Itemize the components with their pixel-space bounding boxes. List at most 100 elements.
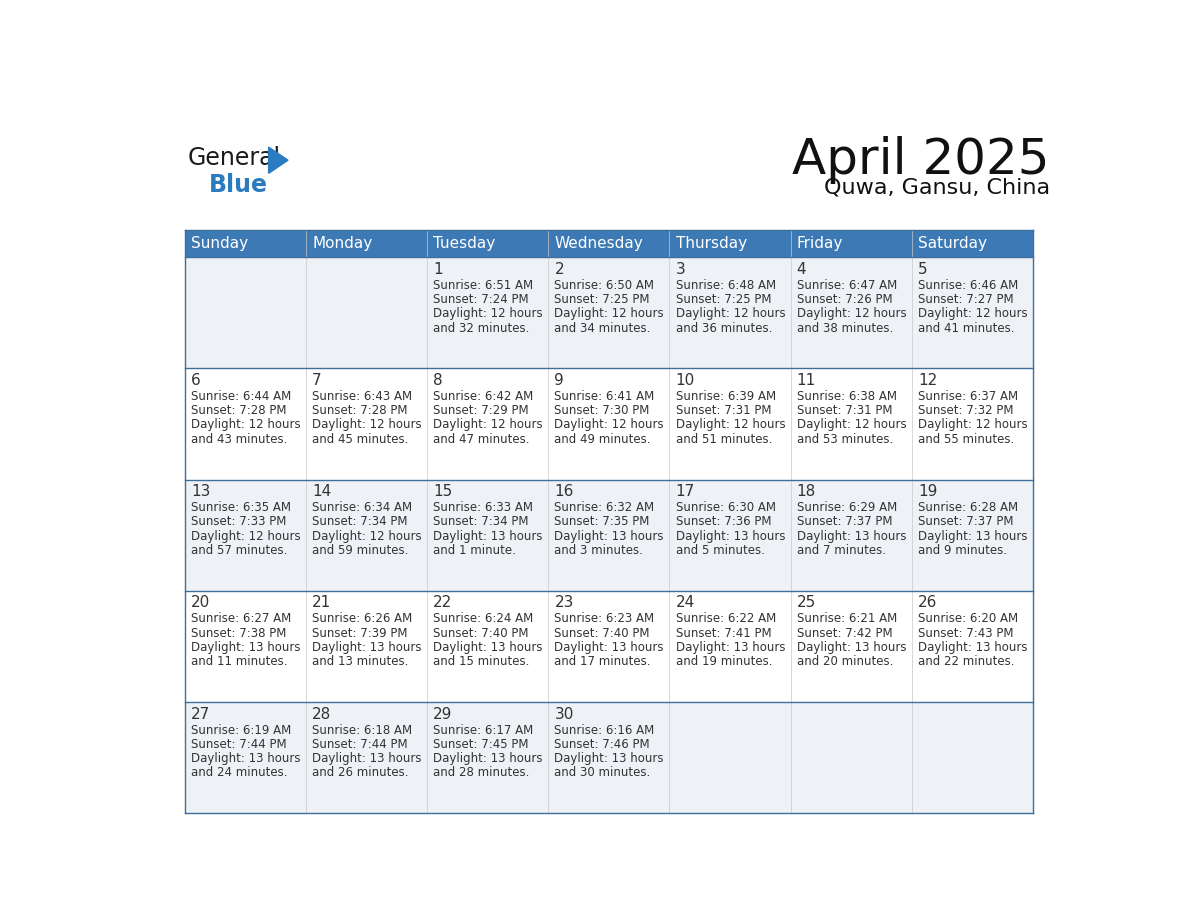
- Text: Sunday: Sunday: [191, 236, 248, 252]
- Text: Sunrise: 6:35 AM: Sunrise: 6:35 AM: [191, 501, 291, 514]
- Text: Sunrise: 6:47 AM: Sunrise: 6:47 AM: [797, 279, 897, 292]
- Text: Sunrise: 6:34 AM: Sunrise: 6:34 AM: [312, 501, 412, 514]
- Text: Sunrise: 6:51 AM: Sunrise: 6:51 AM: [434, 279, 533, 292]
- Text: and 28 minutes.: and 28 minutes.: [434, 767, 530, 779]
- Text: Daylight: 13 hours: Daylight: 13 hours: [434, 530, 543, 543]
- Text: 20: 20: [191, 596, 210, 610]
- Bar: [911, 230, 1032, 257]
- Text: Daylight: 12 hours: Daylight: 12 hours: [191, 419, 301, 431]
- Text: Sunset: 7:34 PM: Sunset: 7:34 PM: [434, 515, 529, 529]
- Bar: [669, 230, 790, 257]
- Text: Sunrise: 6:27 AM: Sunrise: 6:27 AM: [191, 612, 291, 625]
- Text: and 43 minutes.: and 43 minutes.: [191, 432, 287, 446]
- Text: and 51 minutes.: and 51 minutes.: [676, 432, 772, 446]
- Text: 14: 14: [312, 484, 331, 499]
- Text: and 26 minutes.: and 26 minutes.: [312, 767, 409, 779]
- Text: Sunset: 7:24 PM: Sunset: 7:24 PM: [434, 293, 529, 306]
- Text: Sunset: 7:39 PM: Sunset: 7:39 PM: [312, 627, 407, 640]
- Text: Sunset: 7:42 PM: Sunset: 7:42 PM: [797, 627, 892, 640]
- Text: and 38 minutes.: and 38 minutes.: [797, 321, 893, 334]
- Bar: [185, 257, 1032, 368]
- Text: 25: 25: [797, 596, 816, 610]
- Text: and 17 minutes.: and 17 minutes.: [555, 655, 651, 668]
- Bar: [185, 591, 1032, 702]
- Text: Daylight: 12 hours: Daylight: 12 hours: [555, 419, 664, 431]
- Text: and 22 minutes.: and 22 minutes.: [918, 655, 1015, 668]
- Text: 10: 10: [676, 373, 695, 388]
- Text: 8: 8: [434, 373, 443, 388]
- Text: Sunset: 7:45 PM: Sunset: 7:45 PM: [434, 738, 529, 751]
- Text: Daylight: 13 hours: Daylight: 13 hours: [191, 752, 301, 765]
- Text: 27: 27: [191, 707, 210, 722]
- Text: and 19 minutes.: and 19 minutes.: [676, 655, 772, 668]
- Text: and 9 minutes.: and 9 minutes.: [918, 543, 1007, 557]
- Text: Daylight: 12 hours: Daylight: 12 hours: [434, 419, 543, 431]
- Text: Sunset: 7:37 PM: Sunset: 7:37 PM: [918, 515, 1013, 529]
- Text: Sunset: 7:28 PM: Sunset: 7:28 PM: [312, 404, 407, 417]
- Text: Sunrise: 6:32 AM: Sunrise: 6:32 AM: [555, 501, 655, 514]
- Text: Sunrise: 6:20 AM: Sunrise: 6:20 AM: [918, 612, 1018, 625]
- Bar: [185, 479, 1032, 591]
- Text: and 53 minutes.: and 53 minutes.: [797, 432, 893, 446]
- Text: Daylight: 13 hours: Daylight: 13 hours: [434, 752, 543, 765]
- Text: and 5 minutes.: and 5 minutes.: [676, 543, 765, 557]
- Text: Sunset: 7:26 PM: Sunset: 7:26 PM: [797, 293, 892, 306]
- Text: Sunrise: 6:19 AM: Sunrise: 6:19 AM: [191, 723, 291, 736]
- Text: Tuesday: Tuesday: [434, 236, 495, 252]
- Text: Sunset: 7:44 PM: Sunset: 7:44 PM: [191, 738, 286, 751]
- Text: Daylight: 12 hours: Daylight: 12 hours: [555, 308, 664, 320]
- Text: Sunset: 7:40 PM: Sunset: 7:40 PM: [434, 627, 529, 640]
- Text: 19: 19: [918, 484, 937, 499]
- Text: and 32 minutes.: and 32 minutes.: [434, 321, 530, 334]
- Text: Sunset: 7:29 PM: Sunset: 7:29 PM: [434, 404, 529, 417]
- Text: 1: 1: [434, 262, 443, 277]
- Text: 7: 7: [312, 373, 322, 388]
- Text: Sunset: 7:35 PM: Sunset: 7:35 PM: [555, 515, 650, 529]
- Bar: [307, 230, 428, 257]
- Text: and 49 minutes.: and 49 minutes.: [555, 432, 651, 446]
- Text: 23: 23: [555, 596, 574, 610]
- Text: April 2025: April 2025: [792, 136, 1050, 184]
- Text: and 1 minute.: and 1 minute.: [434, 543, 517, 557]
- Text: Daylight: 13 hours: Daylight: 13 hours: [918, 641, 1028, 654]
- Text: Sunset: 7:41 PM: Sunset: 7:41 PM: [676, 627, 771, 640]
- Text: and 45 minutes.: and 45 minutes.: [312, 432, 409, 446]
- Text: 2: 2: [555, 262, 564, 277]
- Text: Daylight: 13 hours: Daylight: 13 hours: [312, 641, 422, 654]
- Text: 3: 3: [676, 262, 685, 277]
- Text: and 36 minutes.: and 36 minutes.: [676, 321, 772, 334]
- Text: Sunrise: 6:42 AM: Sunrise: 6:42 AM: [434, 390, 533, 403]
- Text: Sunset: 7:25 PM: Sunset: 7:25 PM: [555, 293, 650, 306]
- Text: Daylight: 13 hours: Daylight: 13 hours: [191, 641, 301, 654]
- Text: Sunrise: 6:44 AM: Sunrise: 6:44 AM: [191, 390, 291, 403]
- Text: Sunrise: 6:43 AM: Sunrise: 6:43 AM: [312, 390, 412, 403]
- Bar: [185, 230, 307, 257]
- Text: Daylight: 12 hours: Daylight: 12 hours: [191, 530, 301, 543]
- Polygon shape: [268, 147, 287, 174]
- Text: General: General: [188, 146, 280, 170]
- Text: 6: 6: [191, 373, 201, 388]
- Text: and 55 minutes.: and 55 minutes.: [918, 432, 1015, 446]
- Text: Sunrise: 6:28 AM: Sunrise: 6:28 AM: [918, 501, 1018, 514]
- Text: Sunset: 7:38 PM: Sunset: 7:38 PM: [191, 627, 286, 640]
- Text: Friday: Friday: [797, 236, 843, 252]
- Text: Daylight: 12 hours: Daylight: 12 hours: [797, 308, 906, 320]
- Text: and 34 minutes.: and 34 minutes.: [555, 321, 651, 334]
- Text: Daylight: 12 hours: Daylight: 12 hours: [676, 308, 785, 320]
- Text: and 7 minutes.: and 7 minutes.: [797, 543, 886, 557]
- Text: Daylight: 13 hours: Daylight: 13 hours: [797, 530, 906, 543]
- Text: Sunrise: 6:33 AM: Sunrise: 6:33 AM: [434, 501, 533, 514]
- Text: Quwa, Gansu, China: Quwa, Gansu, China: [823, 178, 1050, 198]
- Text: Sunset: 7:37 PM: Sunset: 7:37 PM: [797, 515, 892, 529]
- Text: Daylight: 13 hours: Daylight: 13 hours: [555, 641, 664, 654]
- Text: and 20 minutes.: and 20 minutes.: [797, 655, 893, 668]
- Text: and 24 minutes.: and 24 minutes.: [191, 767, 287, 779]
- Text: Blue: Blue: [209, 174, 268, 197]
- Text: Daylight: 12 hours: Daylight: 12 hours: [918, 308, 1028, 320]
- Text: Saturday: Saturday: [918, 236, 987, 252]
- Text: and 47 minutes.: and 47 minutes.: [434, 432, 530, 446]
- Text: Sunrise: 6:41 AM: Sunrise: 6:41 AM: [555, 390, 655, 403]
- Text: 22: 22: [434, 596, 453, 610]
- Text: 13: 13: [191, 484, 210, 499]
- Text: Sunrise: 6:39 AM: Sunrise: 6:39 AM: [676, 390, 776, 403]
